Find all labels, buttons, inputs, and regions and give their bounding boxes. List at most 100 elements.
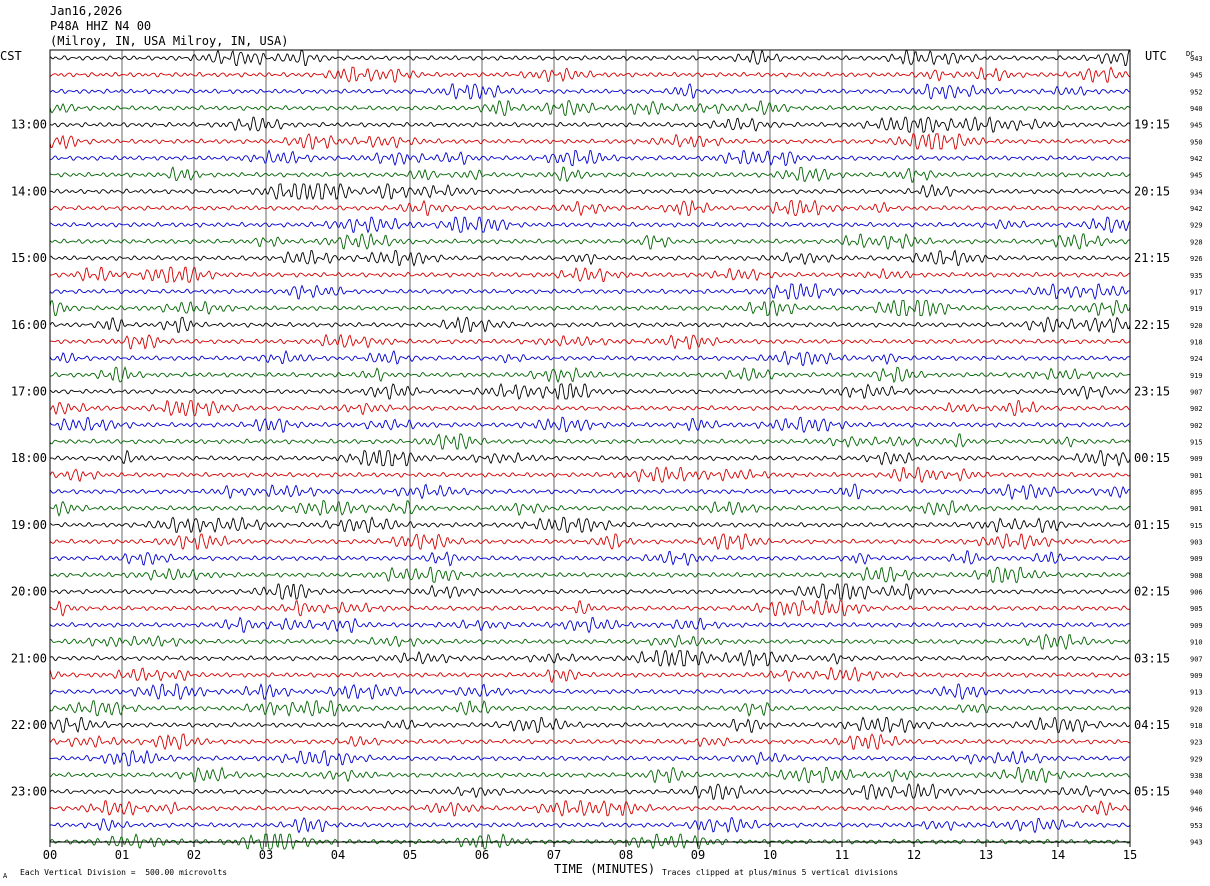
trace-line: [49, 716, 1131, 734]
dc-value: 907: [1190, 655, 1203, 663]
x-tick-label: 01: [115, 848, 129, 862]
dc-value: 919: [1190, 372, 1203, 380]
x-tick-labels: 00 01 02 03 04 05 06 07 08 09 10 11 12 13 14 15: [43, 842, 1137, 862]
dc-value: 945: [1190, 122, 1203, 130]
corner-mark: A: [3, 872, 8, 880]
dc-value: 943: [1190, 55, 1203, 63]
right-hour-label: 00:15: [1134, 451, 1170, 465]
dc-value: 942: [1190, 205, 1203, 213]
dc-value: 909: [1190, 455, 1203, 463]
dc-value: 917: [1190, 288, 1203, 296]
trace-line: [49, 583, 1131, 600]
left-hour-label: 16:00: [11, 318, 47, 332]
plot-frame: [49, 49, 1131, 843]
dc-value: 908: [1190, 572, 1203, 580]
trace-line: [49, 550, 1131, 567]
x-tick-label: 13: [979, 848, 993, 862]
left-hour-label: 18:00: [11, 451, 47, 465]
trace-line: [49, 516, 1131, 534]
trace-line: [49, 216, 1131, 234]
left-hour-label: 19:00: [11, 518, 47, 532]
trace-line: [49, 566, 1131, 584]
dc-value: 940: [1190, 105, 1203, 113]
trace-line: [49, 199, 1131, 217]
left-hour-label: 13:00: [11, 118, 47, 132]
trace-line: [49, 66, 1131, 83]
dc-value: 950: [1190, 138, 1203, 146]
header-station: P48A HHZ N4 00: [50, 19, 152, 33]
dc-value: 895: [1190, 489, 1203, 497]
trace-line: [49, 399, 1131, 417]
trace-line: [49, 299, 1131, 318]
footer-clip-note: Traces clipped at plus/minus 5 vertical …: [662, 868, 899, 877]
dc-value: 935: [1190, 272, 1203, 280]
trace-line: [49, 133, 1131, 150]
trace-line: [49, 449, 1131, 467]
hour-labels: 13:00 14:00 15:00 16:00 17:00 18:00 19:00 20:00…: [11, 118, 1170, 799]
header-date: Jan16,2026: [50, 4, 123, 18]
trace-line: [49, 766, 1131, 784]
trace-line: [49, 349, 1131, 367]
dc-value: 926: [1190, 255, 1203, 263]
trace-line: [49, 533, 1131, 551]
trace-line: [49, 83, 1131, 100]
trace-line: [50, 249, 1131, 267]
dc-value: 924: [1190, 355, 1203, 363]
right-hour-label: 04:15: [1134, 718, 1170, 732]
trace-line: [49, 416, 1131, 434]
trace-line: [49, 666, 1131, 684]
trace-line: [49, 149, 1131, 167]
dc-value: 952: [1190, 88, 1203, 96]
x-tick-label: 15: [1123, 848, 1137, 862]
right-hour-label: 20:15: [1134, 184, 1170, 198]
dc-value: 946: [1190, 805, 1203, 813]
trace-line: [49, 266, 1131, 283]
trace-line: [49, 599, 1131, 617]
dc-value: 929: [1190, 755, 1203, 763]
dc-value: 901: [1190, 505, 1203, 513]
right-hour-label: 23:15: [1134, 384, 1170, 398]
trace-line: [49, 49, 1131, 66]
dc-value: 905: [1190, 605, 1203, 613]
dc-value: 942: [1190, 155, 1203, 163]
dc-value: 943: [1190, 839, 1203, 847]
trace-line: [49, 500, 1131, 517]
dc-value: 920: [1190, 705, 1203, 713]
dc-value: 907: [1190, 388, 1203, 396]
dc-value: 909: [1190, 622, 1203, 630]
left-hour-label: 15:00: [11, 251, 47, 265]
trace-line: [49, 116, 1131, 134]
dc-value: 919: [1190, 305, 1203, 313]
dc-value: 910: [1190, 639, 1203, 647]
trace-line: [49, 816, 1131, 834]
seismic-traces: [49, 49, 1131, 851]
dc-value: 945: [1190, 172, 1203, 180]
dc-value: 903: [1190, 539, 1203, 547]
right-hour-label: 19:15: [1134, 118, 1170, 132]
dc-value: 929: [1190, 222, 1203, 230]
x-axis-label: TIME (MINUTES): [554, 862, 656, 876]
x-tick-label: 14: [1051, 848, 1065, 862]
dc-value: 934: [1190, 188, 1203, 196]
trace-line: [49, 783, 1131, 801]
dc-value: 928: [1190, 238, 1203, 246]
trace-line: [49, 466, 1131, 484]
left-timezone-label: CST: [0, 49, 22, 63]
trace-line: [49, 382, 1131, 401]
dc-value: 918: [1190, 722, 1203, 730]
left-hour-label: 17:00: [11, 384, 47, 398]
dc-value: 918: [1190, 338, 1203, 346]
dc-value: 902: [1190, 405, 1203, 413]
trace-line: [49, 282, 1131, 301]
dc-value: 945: [1190, 72, 1203, 80]
dc-value: 915: [1190, 522, 1203, 530]
right-hour-label: 22:15: [1134, 318, 1170, 332]
dc-value: 938: [1190, 772, 1203, 780]
x-tick-label: 09: [691, 848, 705, 862]
dc-value: 923: [1190, 739, 1203, 747]
trace-line: [49, 650, 1131, 668]
x-tick-label: 12: [907, 848, 921, 862]
left-hour-label: 14:00: [11, 184, 47, 198]
x-tick-label: 00: [43, 848, 57, 862]
